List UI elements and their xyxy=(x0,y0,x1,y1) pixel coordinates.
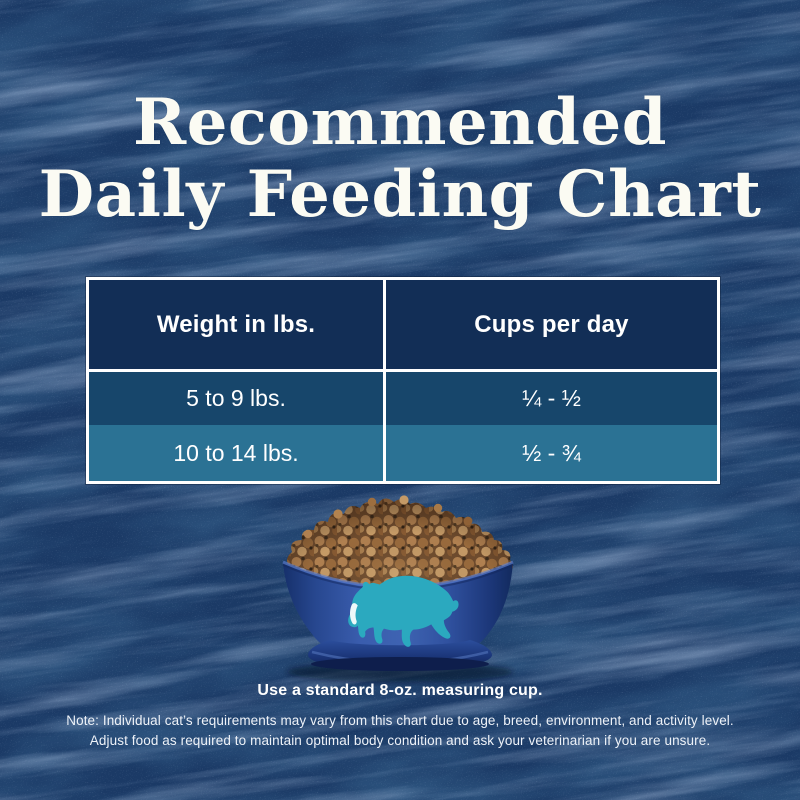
page-title-line1: Recommended xyxy=(133,84,667,160)
table-row-2-weight: 10 to 14 lbs. xyxy=(89,425,386,481)
table-row-1-weight: 5 to 9 lbs. xyxy=(89,372,386,425)
food-bowl-image xyxy=(268,494,532,686)
table-row-1-cups: ¼ - ½ xyxy=(386,372,717,425)
disclaimer-note-line2: Adjust food as required to maintain opti… xyxy=(89,733,711,748)
disclaimer-note-line1: Note: Individual cat’s requirements may … xyxy=(66,713,734,728)
kibble-mound xyxy=(287,495,513,604)
disclaimer-note: Note: Individual cat’s requirements may … xyxy=(0,711,800,751)
table-row-2-cups: ½ - ¾ xyxy=(386,425,717,481)
measuring-cup-caption: Use a standard 8-oz. measuring cup. xyxy=(257,682,543,699)
page-title: Recommended Daily Feeding Chart xyxy=(0,84,800,232)
column-header-cups: Cups per day xyxy=(386,280,717,372)
buffalo-icon xyxy=(348,575,459,647)
column-header-weight: Weight in lbs. xyxy=(89,280,386,372)
page-title-line2: Daily Feeding Chart xyxy=(38,156,762,232)
feeding-table: Weight in lbs. Cups per day 5 to 9 lbs. … xyxy=(86,277,720,484)
